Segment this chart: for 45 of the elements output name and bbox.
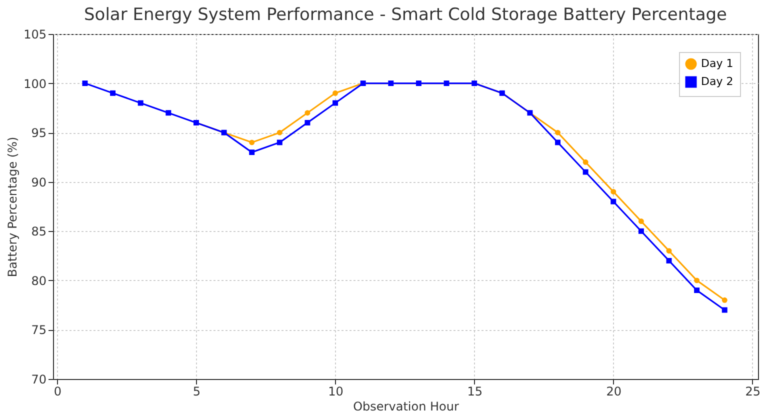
point [582, 159, 588, 165]
point [610, 198, 616, 204]
point [249, 150, 255, 156]
point [610, 188, 616, 194]
y-tick-label: 100 [24, 76, 46, 91]
point [694, 278, 700, 284]
point [249, 140, 255, 146]
point [555, 130, 560, 136]
point [722, 297, 728, 303]
legend-label: Day 2 [701, 75, 734, 88]
point [722, 307, 728, 313]
chart-title: Solar Energy System Performance - Smart Cold Storage Battery Percentage [84, 5, 728, 25]
y-tick-label: 105 [24, 28, 46, 42]
point [304, 110, 310, 116]
x-tick-label: 5 [192, 384, 201, 398]
point [166, 110, 172, 116]
point [110, 90, 116, 96]
x-tick-label: 20 [606, 384, 622, 398]
y-tick-label: 70 [31, 372, 46, 386]
point [666, 248, 672, 254]
y-tick-label: 75 [31, 323, 46, 338]
point [82, 80, 88, 86]
point [638, 228, 644, 234]
y-tick-label: 80 [31, 274, 46, 288]
point [638, 218, 644, 224]
point [694, 288, 700, 294]
point [332, 100, 338, 106]
x-tick-label: 10 [328, 384, 344, 398]
x-tick-label: 25 [745, 384, 761, 398]
x-tick-label: 0 [54, 384, 62, 398]
point [276, 130, 282, 136]
y-tick-label: 95 [31, 126, 46, 140]
x-axis-title: Observation Hour [353, 400, 459, 414]
point [555, 140, 560, 146]
y-tick-label: 90 [31, 175, 46, 190]
legend-label: Day 1 [701, 57, 734, 70]
x-tick-label: 15 [467, 384, 482, 398]
point [666, 258, 672, 264]
point [304, 120, 310, 126]
point [276, 140, 282, 146]
point [582, 169, 588, 175]
y-tick-label: 85 [31, 224, 46, 239]
point [138, 100, 144, 106]
point [332, 90, 338, 96]
y-axis-title: Battery Percentage (%) [6, 136, 20, 278]
